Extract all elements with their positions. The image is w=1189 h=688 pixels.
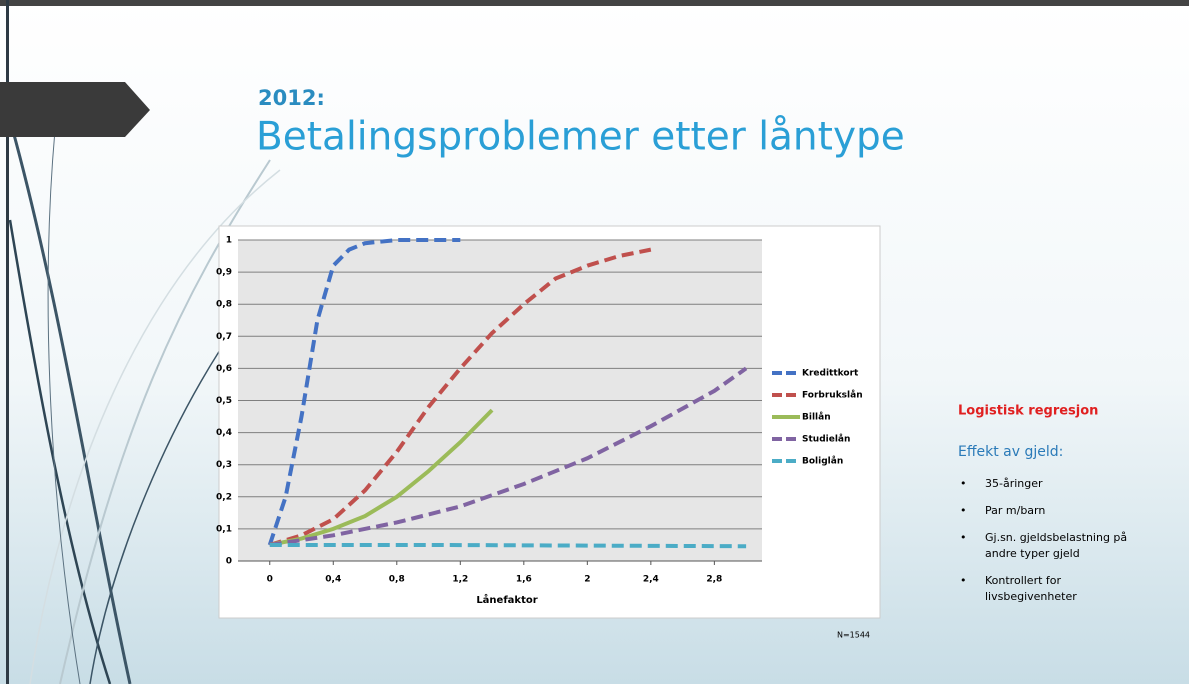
- y-tick-label: 0,5: [216, 396, 232, 406]
- y-tick-label: 0,6: [216, 364, 232, 374]
- arrow-tab: [0, 82, 150, 137]
- notes-heading: Logistisk regresjon: [958, 404, 1098, 419]
- bullet-text: Par m/barn: [985, 504, 1045, 517]
- x-tick-label: 1,6: [516, 575, 532, 585]
- x-tick-label: 2,8: [706, 575, 722, 585]
- y-tick-label: 0,2: [216, 492, 232, 502]
- bullet-text: Kontrollert for: [985, 574, 1062, 587]
- y-tick-label: 0,1: [216, 524, 232, 534]
- bullet-symbol: •: [960, 504, 967, 517]
- x-axis-title: Lånefaktor: [476, 593, 537, 606]
- bullet-text: andre typer gjeld: [985, 547, 1080, 560]
- legend-label: Kredittkort: [802, 369, 859, 379]
- bullet-text: 35-åringer: [985, 477, 1043, 490]
- y-tick-label: 0: [226, 557, 232, 567]
- y-tick-label: 0,3: [216, 460, 232, 470]
- top-bar: [0, 0, 1189, 6]
- x-tick-label: 0,4: [325, 575, 341, 585]
- sample-note: N=1544: [837, 631, 870, 640]
- y-tick-label: 0,8: [216, 300, 232, 310]
- y-tick-label: 0,9: [216, 268, 232, 278]
- notes-subheading: Effekt av gjeld:: [958, 444, 1063, 460]
- x-tick-label: 2: [584, 575, 590, 585]
- bullet-symbol: •: [960, 477, 967, 490]
- slide-year: 2012:: [258, 86, 325, 110]
- x-tick-label: 2,4: [643, 575, 659, 585]
- x-tick-label: 0,8: [389, 575, 405, 585]
- y-tick-label: 1: [226, 236, 232, 246]
- legend-label: Forbrukslån: [802, 390, 863, 401]
- legend-label: Billån: [802, 412, 831, 423]
- y-tick-label: 0,7: [216, 332, 232, 342]
- x-tick-label: 0: [267, 575, 273, 585]
- slide-title: Betalingsproblemer etter låntype: [256, 115, 905, 160]
- y-tick-label: 0,4: [216, 428, 232, 438]
- legend-label: Studielån: [802, 434, 850, 445]
- legend-label: Boliglån: [802, 456, 843, 467]
- bullet-symbol: •: [960, 531, 967, 544]
- x-tick-label: 1,2: [452, 575, 468, 585]
- bullet-text: Gj.sn. gjeldsbelastning på: [985, 531, 1127, 544]
- bullet-text: livsbegivenheter: [985, 590, 1077, 603]
- slide: 2012: Betalingsproblemer etter låntype L…: [0, 0, 1189, 684]
- bullet-symbol: •: [960, 574, 967, 587]
